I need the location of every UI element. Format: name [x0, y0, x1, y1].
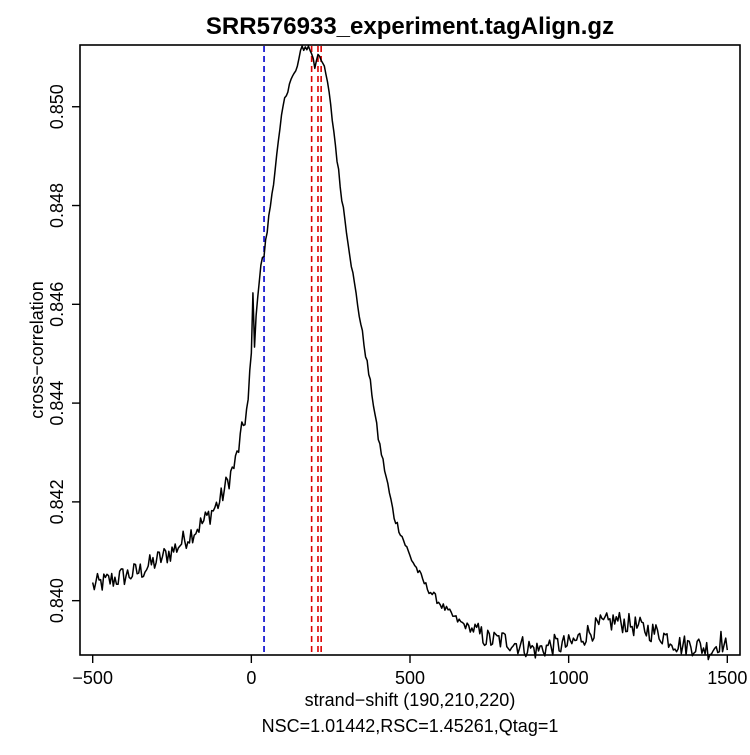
- y-tick-label: 0.840: [47, 578, 67, 623]
- y-axis-label: cross−correlation: [27, 281, 47, 419]
- x-axis-subtitle: NSC=1.01442,RSC=1.45261,Qtag=1: [262, 716, 559, 736]
- y-tick-label: 0.846: [47, 282, 67, 327]
- y-tick-label: 0.850: [47, 84, 67, 129]
- series-line: [91, 45, 729, 661]
- vertical-reference-lines: [263, 46, 322, 654]
- y-tick-label: 0.848: [47, 183, 67, 228]
- x-axis-label: strand−shift (190,210,220): [305, 690, 516, 710]
- x-axis: −500 0 500 1000 1500: [72, 655, 747, 688]
- y-tick-label: 0.842: [47, 479, 67, 524]
- x-tick-label: 1000: [549, 668, 589, 688]
- x-tick-label: −500: [72, 668, 113, 688]
- series-layer: [91, 45, 729, 661]
- y-axis: 0.840 0.842 0.844 0.846 0.848 0.850: [47, 84, 80, 623]
- chart-title: SRR576933_experiment.tagAlign.gz: [206, 13, 614, 40]
- x-tick-label: 500: [395, 668, 425, 688]
- y-tick-label: 0.844: [47, 381, 67, 426]
- x-tick-label: 0: [246, 668, 256, 688]
- x-tick-label: 1500: [707, 668, 747, 688]
- plot-frame: [79, 44, 741, 656]
